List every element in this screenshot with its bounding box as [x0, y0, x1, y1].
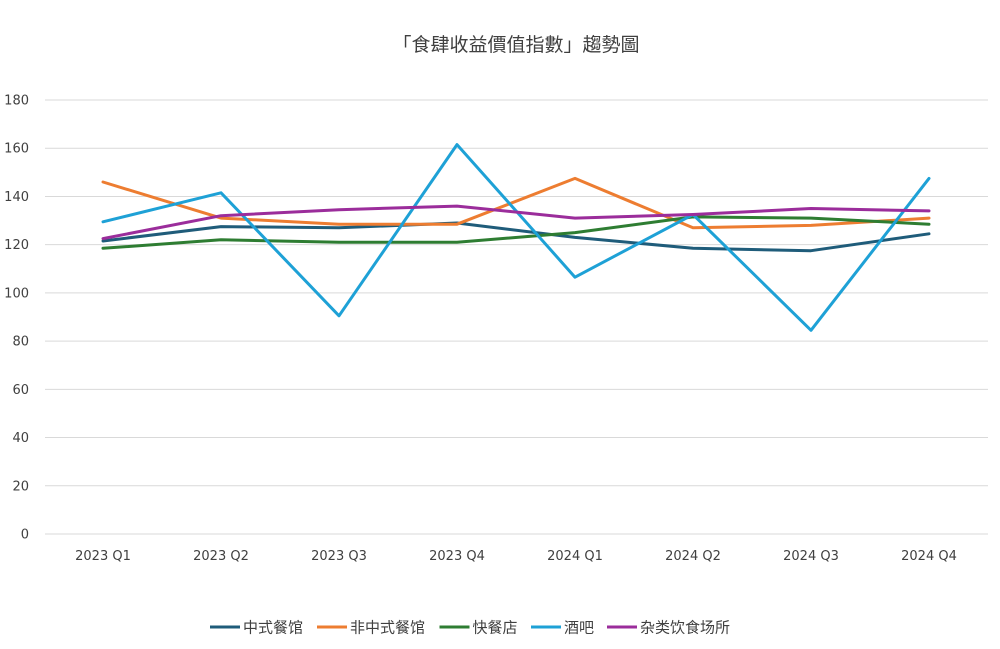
y-tick-label: 180 [4, 94, 29, 109]
y-tick-label: 20 [12, 479, 29, 494]
legend-item-2: 快餐店 [439, 619, 518, 637]
y-tick-label: 60 [12, 383, 29, 398]
y-tick-label: 40 [12, 431, 29, 446]
legend-label: 酒吧 [564, 619, 594, 637]
legend-item-3: 酒吧 [531, 619, 594, 637]
x-tick-label: 2023 Q1 [75, 549, 131, 564]
series-lines [101, 143, 931, 332]
gridlines [45, 99, 988, 535]
legend: 中式餐馆 非中式餐馆 快餐店 酒吧 杂类饮食场所 [210, 619, 730, 637]
series-line-0 [101, 221, 931, 253]
x-tick-label: 2023 Q2 [193, 549, 249, 564]
y-tick-label: 140 [4, 190, 29, 205]
x-tick-label: 2024 Q1 [547, 549, 603, 564]
series-line-2 [101, 215, 931, 250]
y-tick-label: 160 [4, 142, 29, 157]
x-tick-label: 2023 Q3 [311, 549, 367, 564]
y-tick-label: 80 [12, 335, 29, 350]
x-tick-label: 2024 Q3 [783, 549, 839, 564]
y-tick-label: 0 [21, 528, 29, 543]
x-tick-label: 2024 Q4 [901, 549, 957, 564]
legend-label: 快餐店 [473, 619, 518, 637]
x-tick-label: 2023 Q4 [429, 549, 485, 564]
legend-label: 非中式餐馆 [350, 619, 425, 637]
legend-item-4: 杂类饮食场所 [607, 619, 730, 637]
y-tick-label: 100 [4, 286, 29, 301]
legend-item-0: 中式餐馆 [210, 619, 303, 637]
legend-item-1: 非中式餐馆 [317, 619, 425, 637]
legend-label: 中式餐馆 [243, 619, 303, 637]
x-tick-label: 2024 Q2 [665, 549, 721, 564]
x-axis-ticks: 2023 Q1 2023 Q2 2023 Q3 2023 Q4 2024 Q1 2024 … [75, 549, 957, 564]
series-line-1 [101, 176, 931, 230]
y-axis-ticks: 0 20 40 60 80 100 120 140 160 180 [4, 94, 29, 543]
y-tick-label: 120 [4, 238, 29, 253]
series-line-4 [101, 204, 931, 241]
chart-title: 「食肆收益價值指數」趨勢圖 [392, 34, 639, 56]
legend-label: 杂类饮食场所 [640, 619, 730, 637]
